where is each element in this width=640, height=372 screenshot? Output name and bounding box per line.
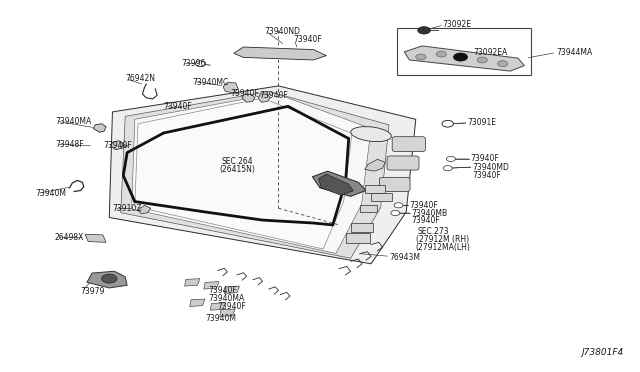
Circle shape: [454, 53, 467, 61]
Circle shape: [497, 61, 508, 67]
Text: 73940M: 73940M: [205, 314, 236, 323]
Polygon shape: [85, 234, 106, 242]
Text: 73940MB: 73940MB: [412, 209, 447, 218]
Polygon shape: [365, 185, 385, 193]
Text: 76943M: 76943M: [389, 253, 420, 262]
Text: 73910Z: 73910Z: [113, 205, 142, 214]
Polygon shape: [135, 98, 352, 249]
Polygon shape: [223, 82, 238, 93]
Polygon shape: [109, 86, 416, 264]
Polygon shape: [319, 174, 353, 195]
Text: 73940F: 73940F: [293, 35, 322, 44]
Circle shape: [391, 211, 400, 216]
Polygon shape: [258, 94, 270, 102]
Text: 73092E: 73092E: [443, 20, 472, 29]
Circle shape: [444, 166, 452, 171]
Polygon shape: [111, 141, 124, 150]
Text: 73940F: 73940F: [259, 91, 288, 100]
Text: 73940MA: 73940MA: [55, 117, 92, 126]
Circle shape: [436, 51, 447, 57]
Text: (27912MA(LH): (27912MA(LH): [415, 243, 470, 252]
Polygon shape: [420, 28, 428, 33]
FancyBboxPatch shape: [380, 177, 410, 192]
Circle shape: [457, 53, 467, 59]
Polygon shape: [312, 171, 366, 196]
Text: 73940MA: 73940MA: [208, 294, 244, 303]
Polygon shape: [204, 282, 219, 289]
Polygon shape: [404, 46, 524, 71]
Text: 73940F: 73940F: [470, 154, 499, 163]
Text: (27912M (RH): (27912M (RH): [417, 235, 470, 244]
Text: 73091E: 73091E: [467, 119, 496, 128]
Polygon shape: [87, 271, 127, 288]
Circle shape: [394, 203, 403, 208]
Text: 73940MC: 73940MC: [192, 78, 228, 87]
Text: 73940ND: 73940ND: [264, 26, 300, 36]
Polygon shape: [371, 193, 392, 201]
Polygon shape: [351, 223, 373, 232]
Ellipse shape: [351, 126, 392, 142]
FancyBboxPatch shape: [392, 137, 426, 151]
Text: 73940F: 73940F: [164, 102, 192, 111]
Polygon shape: [360, 205, 378, 212]
Text: 73940F: 73940F: [410, 201, 438, 210]
Polygon shape: [132, 93, 371, 253]
Polygon shape: [234, 47, 326, 60]
Circle shape: [416, 54, 426, 60]
Circle shape: [447, 156, 456, 161]
Text: 73940F: 73940F: [412, 217, 440, 225]
Text: SEC.264: SEC.264: [221, 157, 253, 166]
Polygon shape: [220, 309, 235, 317]
Bar: [397, 29, 531, 75]
Text: 73996: 73996: [181, 59, 206, 68]
Circle shape: [418, 27, 431, 34]
Circle shape: [442, 121, 454, 127]
Text: 76942N: 76942N: [125, 74, 156, 83]
Circle shape: [195, 61, 205, 67]
Text: (26415N): (26415N): [220, 165, 255, 174]
Polygon shape: [224, 286, 239, 294]
Polygon shape: [365, 159, 385, 171]
Text: J73801F4: J73801F4: [581, 348, 623, 357]
Text: 73940F: 73940F: [230, 89, 259, 98]
Polygon shape: [189, 299, 205, 307]
Text: 73092EA: 73092EA: [473, 48, 508, 57]
Polygon shape: [346, 233, 370, 243]
Text: 73940MD: 73940MD: [472, 163, 509, 171]
Text: 73940F: 73940F: [472, 171, 500, 180]
Circle shape: [477, 57, 487, 63]
Polygon shape: [184, 279, 200, 286]
Text: SEC.273: SEC.273: [418, 227, 449, 237]
Text: 73940M: 73940M: [36, 189, 67, 198]
FancyBboxPatch shape: [387, 156, 419, 170]
Text: 73979: 73979: [81, 287, 105, 296]
Text: 73940F: 73940F: [208, 286, 237, 295]
Polygon shape: [210, 303, 225, 310]
Text: 26498X: 26498X: [55, 233, 84, 243]
Circle shape: [102, 274, 117, 283]
Polygon shape: [121, 92, 389, 258]
Text: 73944MA: 73944MA: [556, 48, 593, 57]
Polygon shape: [138, 205, 151, 214]
Polygon shape: [93, 124, 106, 132]
Text: 73940F: 73940F: [103, 141, 132, 151]
Text: 73948F: 73948F: [55, 140, 84, 149]
Polygon shape: [242, 94, 255, 102]
Text: 73940F: 73940F: [218, 302, 246, 311]
